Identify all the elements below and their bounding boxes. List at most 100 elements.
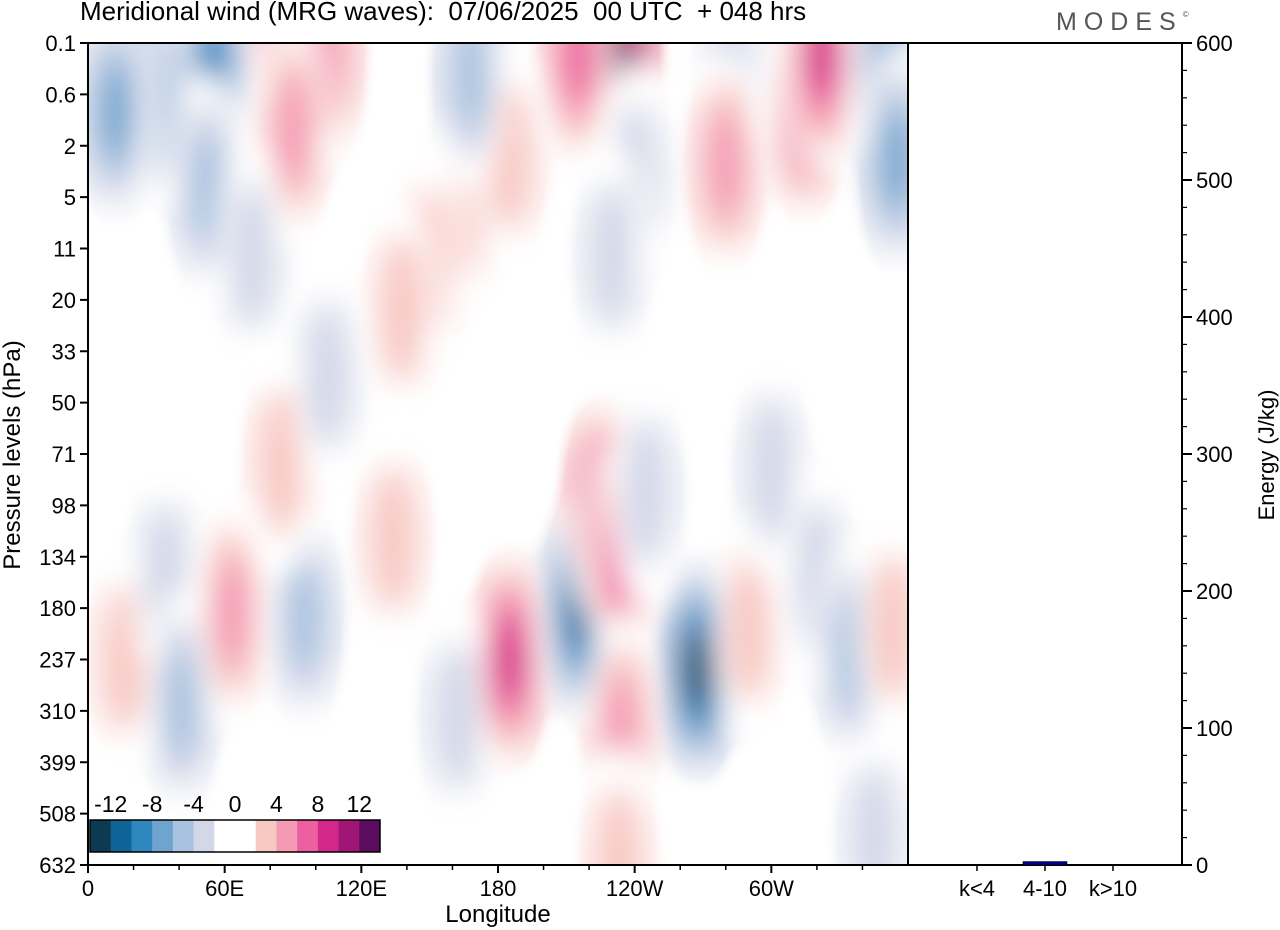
x-tick-label: 120W (606, 876, 664, 901)
heatmap-feature (787, 43, 856, 170)
heatmap-feature (293, 260, 362, 491)
contour-level (453, 43, 488, 132)
heatmap-feature (359, 423, 428, 654)
heatmap-feature (218, 140, 286, 371)
energy-bar (954, 864, 1000, 866)
colorbar-label: -4 (183, 791, 204, 817)
bar-category-label: 4-10 (1023, 876, 1067, 901)
contour-level (882, 113, 908, 207)
y-tick-label: 134 (39, 545, 76, 570)
contour-level (688, 637, 709, 702)
energy-axis: 0 100 200 300 400 500 600 (1182, 31, 1233, 878)
heatmap-feature (423, 602, 491, 833)
colorbar-swatch (131, 820, 153, 852)
energy-axis-label: Energy (J/kg) (1254, 390, 1279, 521)
bar-categories: k<4 4-10 k>10 (959, 865, 1137, 901)
heatmap-feature (147, 589, 216, 820)
contour-level (869, 553, 908, 703)
contour-level (589, 181, 635, 331)
heatmap-feature (612, 376, 681, 607)
y-tick-label: 310 (39, 699, 76, 724)
energy-tick-label: 400 (1196, 305, 1233, 330)
contour-level (726, 553, 772, 703)
contour-level (851, 761, 897, 865)
colorbar-swatch (255, 820, 277, 852)
bar-category-label: k>10 (1089, 876, 1137, 901)
y-tick-label: 632 (39, 853, 76, 878)
y-axis-label: Pressure levels (hPa) (0, 340, 26, 569)
heatmap-feature (839, 721, 908, 865)
contour-level (189, 130, 224, 245)
pressure-axis: 0.1 0.6 2 5 11 20 33 50 71 98 134 180 237 310 399 508 63… (39, 31, 88, 878)
heatmap-feature (691, 49, 760, 280)
heatmap-feature (197, 498, 266, 729)
y-tick-label: 237 (39, 648, 76, 673)
x-axis-label: Longitude (445, 901, 550, 928)
heatmap-feature (862, 45, 908, 276)
energy-tick-label: 0 (1196, 853, 1208, 878)
energy-bar (1022, 861, 1068, 866)
contour-level (596, 785, 642, 865)
colorbar-label: 0 (229, 791, 242, 817)
y-tick-label: 71 (52, 442, 76, 467)
brand-mark: © (1182, 10, 1189, 19)
contour-level (379, 235, 425, 385)
bar-category-label: k<4 (959, 876, 995, 901)
colorbar-swatch (193, 820, 215, 852)
colorbar-swatch (317, 820, 340, 852)
colorbar: -12 -8 -4 0 4 8 12 (89, 791, 381, 853)
colorbar-label: 12 (346, 791, 372, 817)
brand-logo: MODES© (1056, 8, 1189, 37)
x-tick-label: 0 (82, 876, 94, 901)
contour-level (287, 561, 322, 675)
y-tick-label: 11 (53, 237, 76, 262)
contour-level (164, 647, 199, 762)
colorbar-label: -12 (94, 791, 127, 817)
contour-level (100, 65, 130, 159)
energy-tick-label: 100 (1196, 716, 1233, 741)
y-tick-label: 180 (39, 596, 76, 621)
x-tick-label: 120E (336, 876, 387, 901)
colorbar-label: 8 (311, 791, 324, 817)
colorbar-swatch (110, 820, 132, 852)
y-tick-label: 5 (64, 185, 76, 210)
contour-level (229, 181, 275, 331)
contour-level (275, 73, 311, 188)
contour-level (214, 556, 249, 670)
heatmap-feature (172, 72, 241, 303)
colorbar-swatch (235, 820, 257, 852)
contour-level (748, 394, 794, 544)
energy-tick-label: 500 (1196, 168, 1233, 193)
heatmap-field (88, 43, 908, 865)
contour-level (623, 417, 669, 567)
y-tick-label: 50 (52, 391, 76, 416)
colorbar-swatch (276, 820, 298, 852)
colorbar-swatch (90, 820, 112, 852)
heatmap-feature (858, 512, 908, 743)
y-tick-label: 0.6 (45, 82, 76, 107)
contour-level (563, 43, 593, 102)
colorbar-swatch (297, 820, 319, 852)
contour-level (708, 107, 744, 222)
brand-name: MODES (1056, 8, 1183, 36)
heatmap-blobs (88, 43, 908, 865)
contour-level (808, 43, 835, 95)
energy-tick-label: 300 (1196, 442, 1233, 467)
heatmap-feature (577, 140, 646, 371)
contour-level (434, 642, 480, 792)
y-tick-label: 0.1 (45, 31, 76, 56)
colorbar-swatch (152, 820, 174, 852)
chart-title: Meridional wind (MRG waves): 07/06/2025 … (80, 0, 807, 26)
heatmap-feature (475, 544, 544, 775)
y-tick-label: 508 (39, 802, 76, 827)
y-tick-label: 399 (39, 750, 76, 775)
colorbar-label: -8 (142, 791, 162, 817)
colorbar-swatch (338, 820, 360, 852)
energy-tick-label: 600 (1196, 31, 1233, 56)
contour-level (304, 300, 350, 450)
longitude-axis: 0 60E 120E 180 120W 60W (82, 865, 864, 901)
heatmap-feature (88, 43, 150, 227)
heatmap-feature (543, 43, 612, 170)
y-tick-label: 2 (64, 134, 76, 159)
